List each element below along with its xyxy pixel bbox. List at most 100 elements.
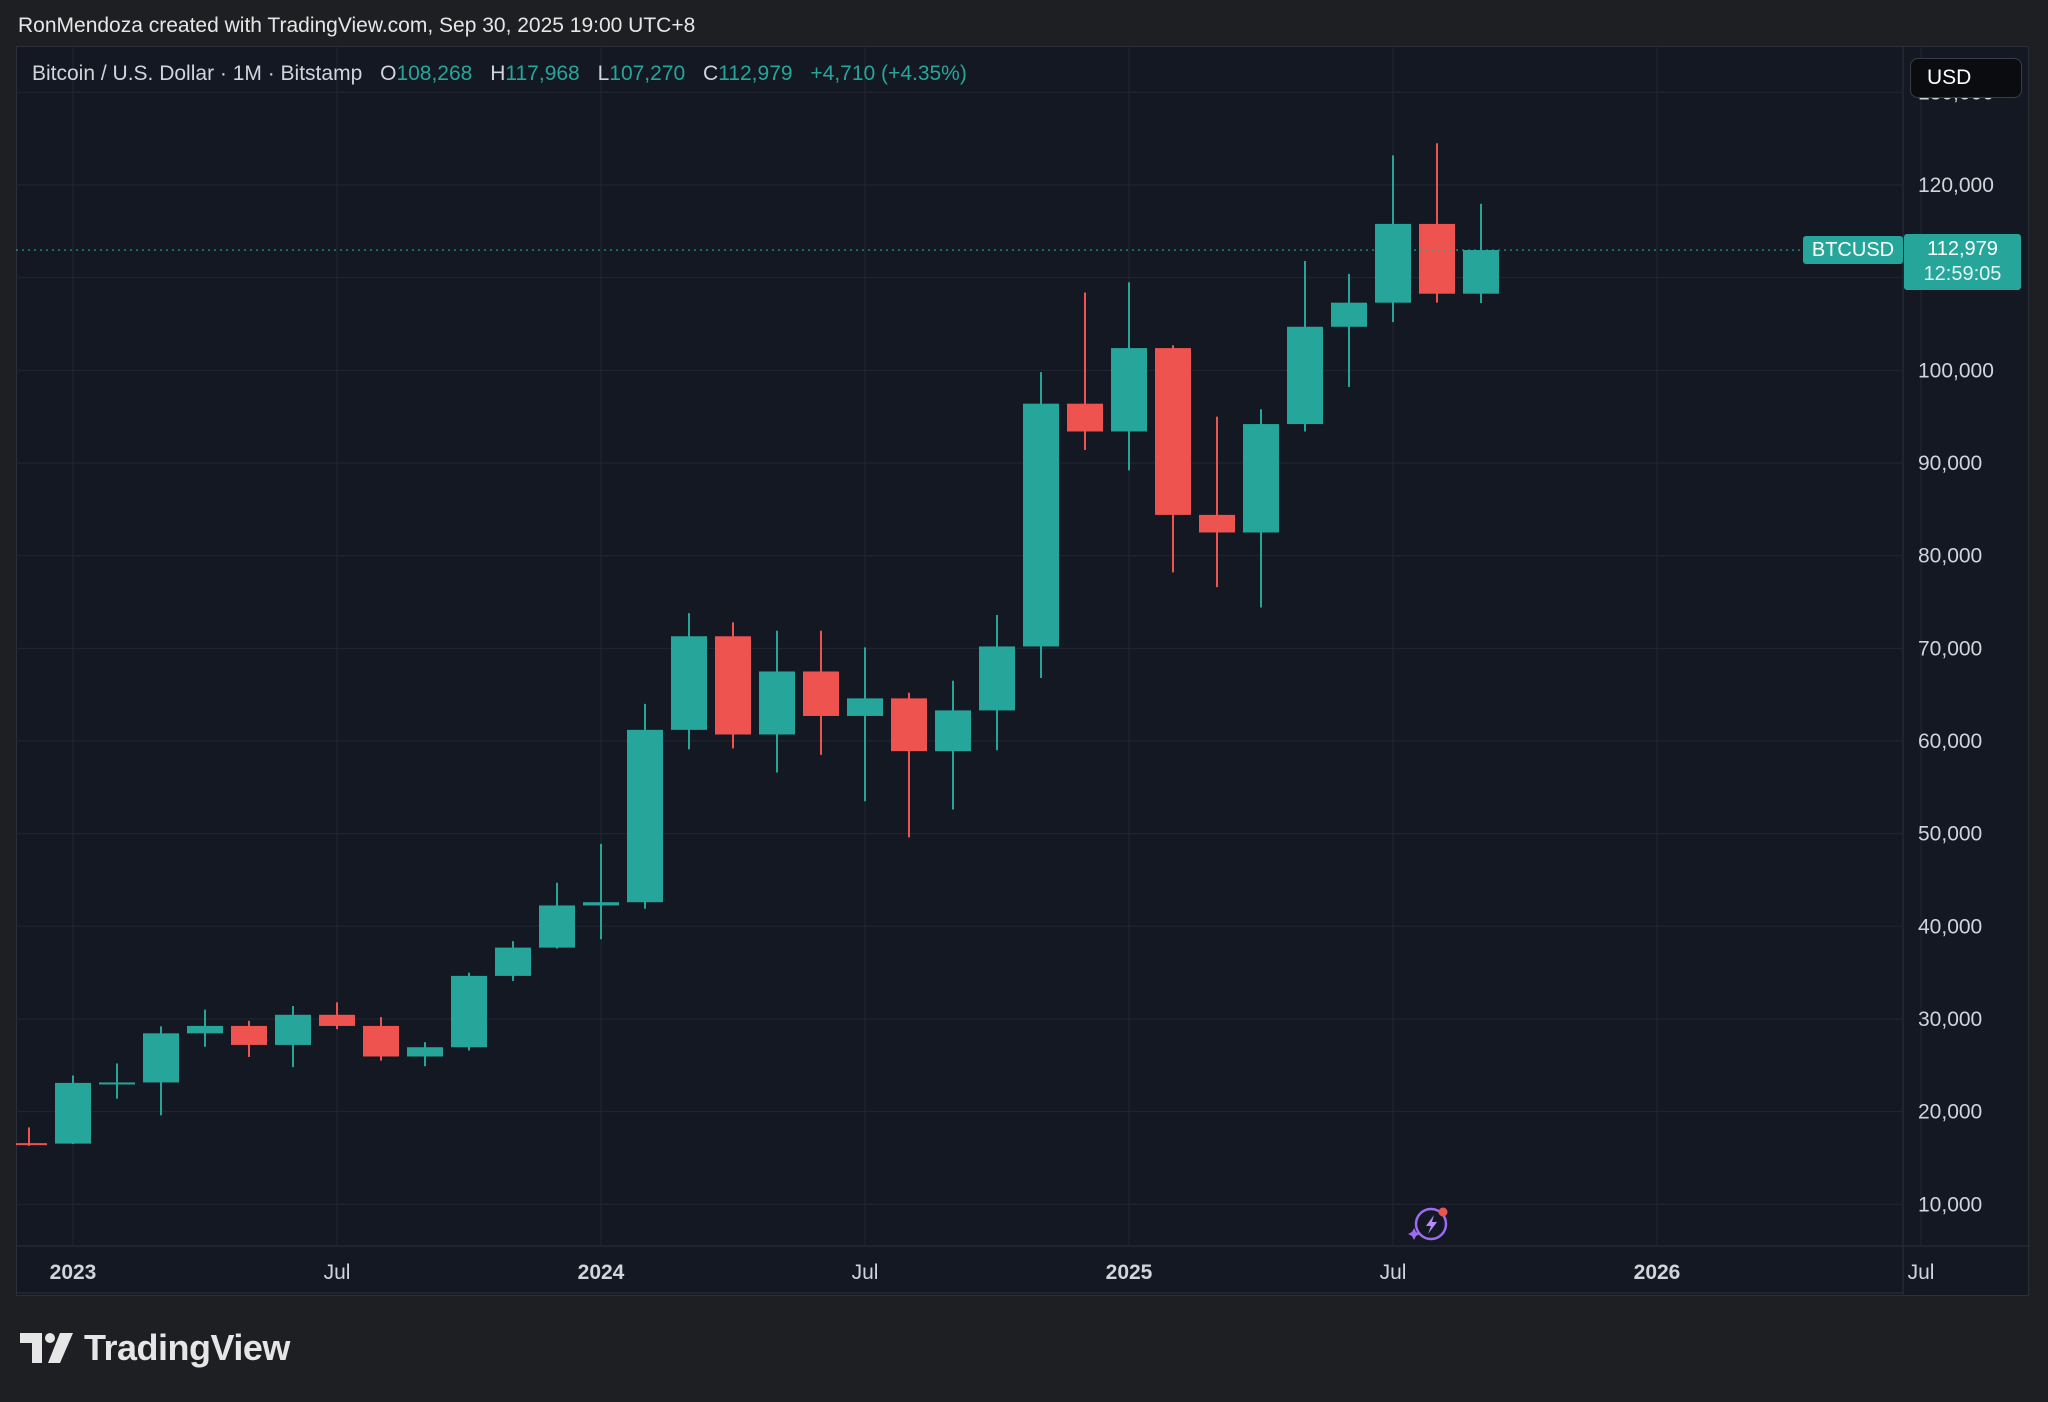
candle-body (891, 698, 927, 752)
y-tick-label: 70,000 (1918, 637, 1982, 660)
candle (187, 1009, 223, 1047)
last-price-badge: 112,979 12:59:05 (1904, 234, 2021, 291)
candle (627, 703, 663, 909)
y-tick-label: 40,000 (1918, 915, 1982, 938)
candle-body (363, 1025, 399, 1057)
candle-body (187, 1025, 223, 1034)
candle-body (847, 698, 883, 716)
candle-body (935, 710, 971, 752)
candle (891, 692, 927, 838)
close-label: C (703, 62, 719, 85)
x-tick-label: 2024 (578, 1261, 625, 1284)
sparkle-lightning-icon[interactable] (1408, 1207, 1448, 1241)
change-value: +4,710 (+4.35%) (810, 62, 967, 85)
high-value: 117,968 (505, 62, 580, 85)
low-value: 107,270 (609, 62, 686, 85)
candle-body (1067, 403, 1103, 432)
x-axis-labels: 2023 Jul 2024 Jul 2025 Jul 2026 Jul (50, 1261, 1935, 1284)
y-tick-label: 10,000 (1918, 1193, 1982, 1216)
tradingview-logo[interactable]: TradingView (20, 1326, 290, 1370)
symbol-legend: Bitcoin / U.S. Dollar · 1M · Bitstamp O1… (32, 62, 967, 86)
candle (231, 1020, 267, 1057)
x-tick-label: Jul (852, 1261, 879, 1284)
candlestick-chart[interactable]: 10,000 20,000 30,000 40,000 50,000 60,000 70,0… (16, 46, 2029, 1296)
chart-area[interactable] (16, 46, 2029, 1296)
x-tick-label: 2025 (1106, 1261, 1153, 1284)
candle-body (1155, 348, 1191, 515)
currency-button[interactable]: USD (1910, 58, 2022, 98)
chart-credit: RonMendoza created with TradingView.com,… (18, 14, 696, 37)
symbol-name: Bitcoin / U.S. Dollar · 1M · Bitstamp (32, 62, 363, 85)
candle-body (143, 1033, 179, 1083)
candle-body (16, 1143, 47, 1146)
y-tick-label: 80,000 (1918, 545, 1982, 568)
candle (99, 1063, 135, 1099)
candle (1067, 292, 1103, 451)
candle (1243, 409, 1279, 608)
candle (407, 1042, 443, 1067)
candle-body (1463, 250, 1499, 294)
grid (16, 46, 1922, 1246)
candle-body (759, 671, 795, 735)
candle (1111, 282, 1147, 471)
candle (143, 1026, 179, 1116)
candle-body (1111, 348, 1147, 432)
candle (1023, 372, 1059, 678)
candle (1331, 273, 1367, 388)
high-label: H (490, 62, 506, 85)
y-tick-label: 30,000 (1918, 1008, 1982, 1031)
x-tick-label: Jul (1908, 1261, 1935, 1284)
candle (1463, 203, 1499, 303)
candle-body (275, 1014, 311, 1045)
candle-body (55, 1082, 91, 1144)
candle-body (407, 1047, 443, 1057)
candle (979, 614, 1015, 751)
x-tick-label: 2023 (50, 1261, 97, 1284)
candle (671, 613, 707, 750)
candle (363, 1017, 399, 1061)
candle-body (627, 729, 663, 903)
candle-body (803, 671, 839, 716)
candle-body (1243, 424, 1279, 533)
candle (539, 882, 575, 949)
candle (495, 941, 531, 981)
brand-name: TradingView (84, 1327, 290, 1368)
candle-body (99, 1082, 135, 1085)
y-tick-label: 50,000 (1918, 823, 1982, 846)
candle (1287, 260, 1323, 432)
candle-body (539, 905, 575, 948)
y-tick-label: 120,000 (1918, 174, 1994, 197)
close-value: 112,979 (718, 62, 793, 85)
candle (583, 843, 619, 940)
candle (55, 1075, 91, 1145)
x-tick-label: Jul (324, 1261, 351, 1284)
candle-body (319, 1014, 355, 1026)
candle-body (715, 636, 751, 735)
candle (319, 1002, 355, 1030)
candle-body (1199, 514, 1235, 533)
candle (275, 1006, 311, 1068)
candle (803, 630, 839, 755)
candle-body (1023, 403, 1059, 647)
candles (16, 143, 1499, 1146)
candle (1155, 345, 1191, 573)
tradingview-logo-icon (20, 1333, 73, 1363)
bar-countdown: 12:59:05 (1923, 263, 2002, 286)
candle (16, 1127, 47, 1146)
open-value: 108,268 (396, 62, 473, 85)
candle-body (1331, 302, 1367, 327)
x-tick-label: 2026 (1634, 1261, 1681, 1284)
candle-body (671, 636, 707, 730)
candle-body (495, 947, 531, 976)
candle (1375, 155, 1411, 323)
y-tick-label: 20,000 (1918, 1101, 1982, 1124)
candle (715, 622, 751, 749)
candle-body (231, 1025, 267, 1045)
candle-body (1419, 223, 1455, 294)
candle (1199, 416, 1235, 588)
candle (935, 680, 971, 810)
open-label: O (380, 62, 397, 85)
candle-body (583, 902, 619, 906)
x-tick-label: Jul (1380, 1261, 1407, 1284)
last-price-value: 112,979 (1927, 238, 1998, 261)
